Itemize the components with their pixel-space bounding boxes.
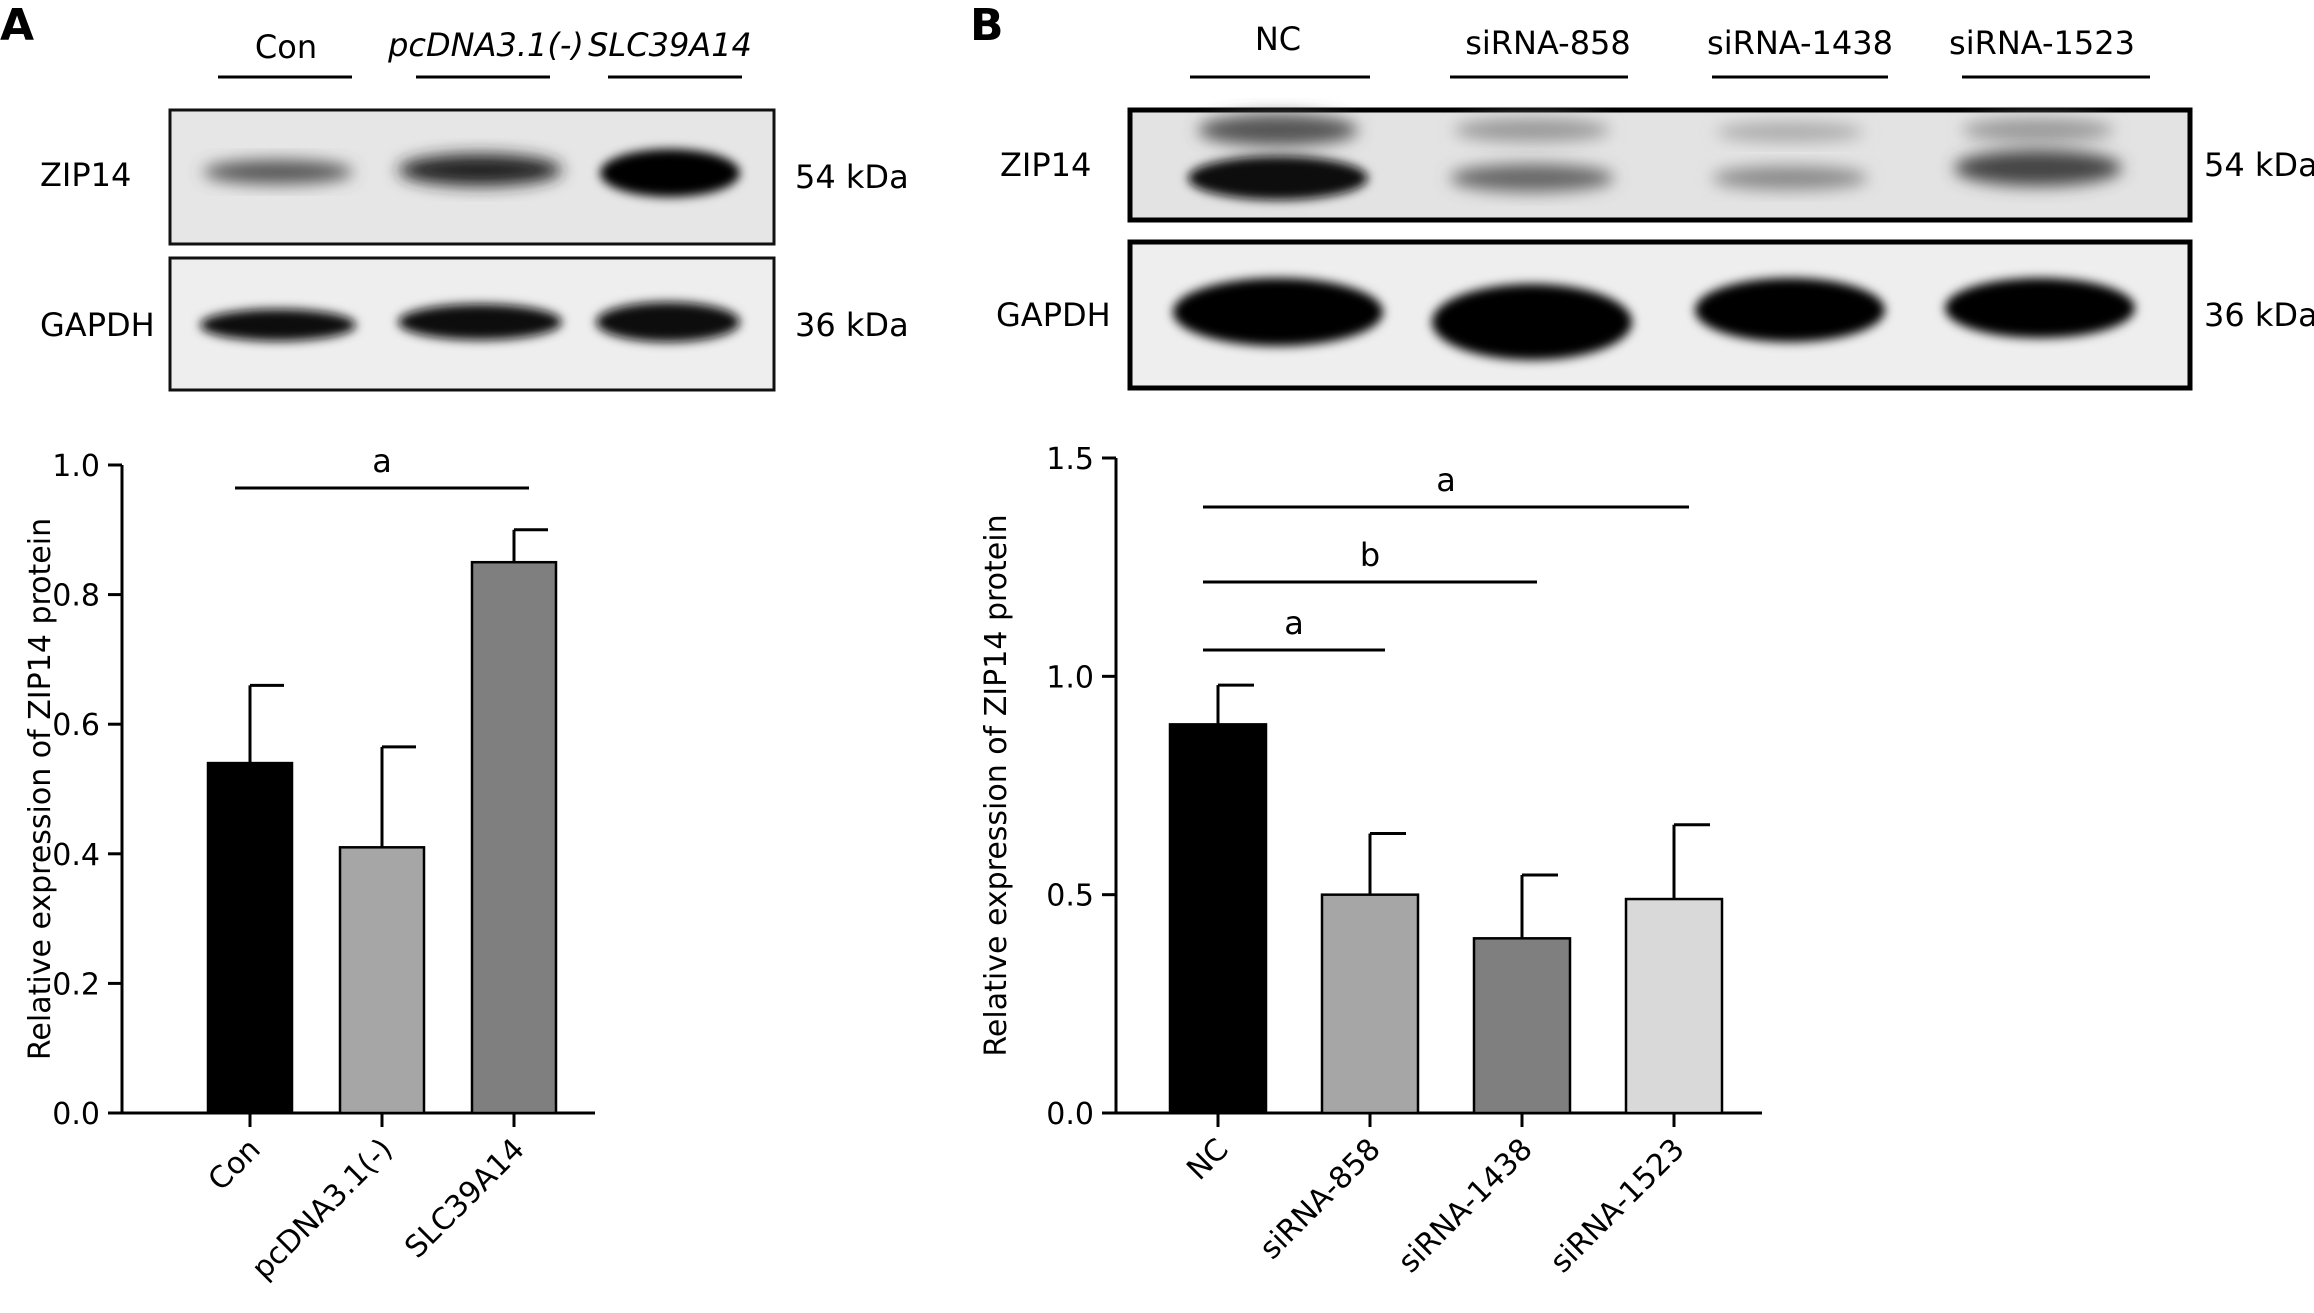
x-tick-label: siRNA-1438	[1392, 1132, 1540, 1280]
x-tick-label: siRNA-1523	[1544, 1132, 1692, 1280]
band-a-zip14-slc	[600, 149, 740, 197]
panel-a-letter: A	[0, 0, 34, 51]
x-tick-label: siRNA-858	[1253, 1132, 1387, 1266]
band-b-zip14-858	[1450, 164, 1614, 192]
panel-b-blot-zip14: ZIP14 54 kDa	[1000, 107, 2314, 223]
band-b-zip14-1438	[1712, 166, 1868, 190]
y-tick-label: 1.5	[1046, 442, 1094, 477]
y-tick-label: 0.2	[52, 967, 100, 1002]
significance-label: b	[1360, 536, 1380, 574]
significance-label: a	[372, 442, 392, 480]
y-tick-label: 0.6	[52, 708, 100, 743]
y-tick-label: 0.4	[52, 838, 100, 873]
x-tick-label: pcDNA3.1(-)	[245, 1132, 400, 1287]
x-tick-label: SLC39A14	[398, 1132, 531, 1265]
x-tick-label: NC	[1180, 1132, 1235, 1187]
row-label-b-zip14: ZIP14	[1000, 146, 1091, 184]
bar-nc	[1168, 723, 1268, 1115]
x-tick-label: Con	[202, 1132, 268, 1198]
kda-a-gapdh: 36 kDa	[795, 306, 909, 344]
significance-label: a	[1284, 604, 1304, 642]
lane-label-con: Con	[255, 28, 317, 66]
y-axis-label: Relative expression of ZIP14 protein	[23, 518, 58, 1060]
band-a-gapdh-con	[200, 309, 356, 341]
bar-con	[206, 761, 294, 1115]
row-label-a-gapdh: GAPDH	[40, 306, 155, 344]
row-label-b-gapdh: GAPDH	[996, 296, 1111, 334]
significance-label: a	[1436, 461, 1456, 499]
bar-pcdna3-1-	[338, 846, 426, 1115]
kda-b-gapdh: 36 kDa	[2204, 296, 2314, 334]
y-tick-label: 0.0	[52, 1097, 100, 1132]
panel-b-lane-labels: NC siRNA-858 siRNA-1438 siRNA-1523	[1190, 20, 2150, 79]
band-a-zip14-con	[203, 160, 353, 184]
band-b-gapdh-1438	[1695, 278, 1885, 342]
band-b-gapdh-858	[1432, 284, 1632, 360]
lane-label-pcdna: pcDNA3.1(-)	[387, 26, 584, 64]
bar-sirna-1523	[1624, 897, 1724, 1115]
band-b-gapdh-nc	[1173, 278, 1383, 346]
panel-a-blot-zip14: ZIP14 54 kDa	[40, 108, 909, 246]
row-label-a-zip14: ZIP14	[40, 156, 131, 194]
band-a-gapdh-pcdna	[398, 304, 562, 340]
kda-a-zip14: 54 kDa	[795, 158, 909, 196]
panel-b-letter: B	[970, 0, 1004, 51]
panel-b-blot-gapdh: GAPDH 36 kDa	[996, 239, 2314, 391]
kda-b-zip14: 54 kDa	[2204, 146, 2314, 184]
lane-label-nc: NC	[1255, 20, 1301, 58]
panel-a-lane-labels: Con pcDNA3.1(-) SLC39A14	[218, 26, 752, 79]
y-tick-label: 0.8	[52, 579, 100, 614]
lane-label-slc39a14: SLC39A14	[588, 26, 752, 64]
band-b-zip14-1523	[1954, 150, 2122, 186]
y-tick-label: 1.0	[52, 449, 100, 484]
band-a-gapdh-slc	[596, 302, 740, 342]
lane-label-sirna-1523: siRNA-1523	[1949, 24, 2135, 62]
bar-sirna-858	[1320, 893, 1420, 1115]
band-b-gapdh-1523	[1945, 278, 2135, 338]
bar-slc39a14	[470, 560, 558, 1115]
panel-a-blot-gapdh: GAPDH 36 kDa	[40, 256, 909, 392]
lane-label-sirna-858: siRNA-858	[1465, 24, 1631, 62]
y-axis-label: Relative expression of ZIP14 protein	[979, 514, 1014, 1056]
y-tick-label: 0.5	[1046, 879, 1094, 914]
band-b-zip14-nc	[1188, 156, 1368, 200]
panel-a-bar-chart: 0.0 0.2 0.4 0.6 0.8 1.0 Relative expression of…	[23, 442, 595, 1286]
y-tick-label: 1.0	[1046, 660, 1094, 695]
panel-b-bar-chart: 0.0 0.5 1.0 1.5 Relative expression of ZIP14…	[979, 442, 1762, 1280]
y-tick-label: 0.0	[1046, 1097, 1094, 1132]
lane-label-sirna-1438: siRNA-1438	[1707, 24, 1893, 62]
band-a-zip14-pcdna	[398, 154, 562, 186]
bar-sirna-1438	[1472, 937, 1572, 1115]
